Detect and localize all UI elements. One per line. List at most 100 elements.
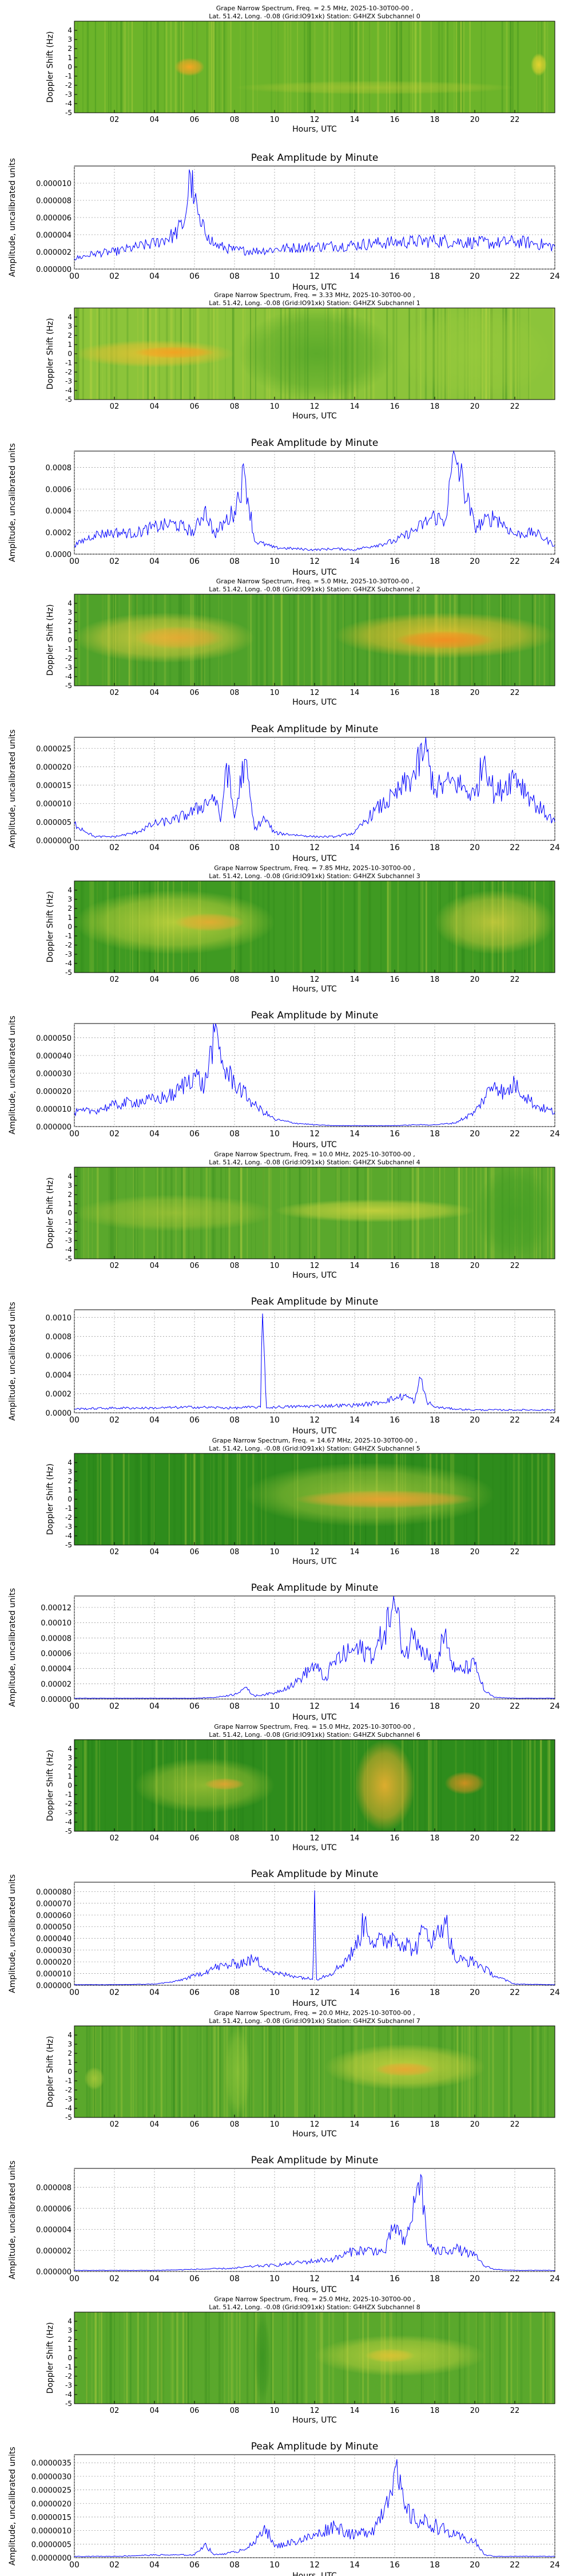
noise-stripe xyxy=(184,1453,186,1545)
noise-stripe xyxy=(334,594,336,686)
spectrogram-panel-0: Grape Narrow Spectrum, Freq. = 2.5 MHz, … xyxy=(46,5,555,134)
spectrogram-title: Grape Narrow Spectrum, Freq. = 25.0 MHz,… xyxy=(214,2296,415,2303)
noise-stripe xyxy=(283,2026,285,2117)
spectrogram-feature xyxy=(134,626,225,649)
y-tick-label: -2 xyxy=(65,654,72,662)
y-tick-label: 0.0000035 xyxy=(31,2459,72,2468)
noise-stripe xyxy=(480,21,482,113)
noise-stripe xyxy=(292,2312,295,2404)
noise-stripe xyxy=(308,21,311,113)
x-tick-label: 00 xyxy=(69,272,80,281)
y-tick-label: 4 xyxy=(67,1745,72,1753)
noise-stripe xyxy=(509,1453,510,1545)
noise-stripe xyxy=(221,21,224,113)
y-tick-label: -3 xyxy=(65,950,72,958)
noise-stripe xyxy=(114,2312,116,2404)
noise-stripe xyxy=(148,2026,149,2117)
x-tick-label: 22 xyxy=(510,402,520,411)
amplitude-series-line xyxy=(74,1023,555,1127)
x-tick-label: 02 xyxy=(109,1702,120,1711)
y-tick-label: 4 xyxy=(67,26,72,34)
noise-stripe xyxy=(94,1453,96,1545)
noise-stripe xyxy=(386,21,388,113)
y-tick-label: 4 xyxy=(67,886,72,894)
x-tick-label: 18 xyxy=(430,1262,440,1270)
noise-stripe xyxy=(541,1453,543,1545)
noise-stripe xyxy=(211,2026,213,2117)
noise-stripe xyxy=(277,2026,279,2117)
y-axis-label: Doppler Shift (Hz) xyxy=(46,318,55,390)
x-tick-label: 20 xyxy=(470,975,480,984)
x-tick-label: 10 xyxy=(270,975,280,984)
x-tick-label: 24 xyxy=(550,843,560,852)
x-tick-label: 10 xyxy=(270,2407,280,2415)
noise-stripe xyxy=(353,21,355,113)
noise-stripe xyxy=(185,2312,188,2404)
x-axis-label: Hours, UTC xyxy=(292,1843,337,1852)
noise-stripe xyxy=(104,21,106,113)
noise-stripe xyxy=(539,1740,542,1831)
x-tick-label: 04 xyxy=(149,2561,160,2570)
noise-stripe xyxy=(283,2026,284,2117)
y-axis-label: Amplitude, uncalibrated units xyxy=(8,1874,17,1993)
y-tick-label: 2 xyxy=(67,904,72,912)
noise-stripe xyxy=(440,1740,442,1831)
spectrogram-title: Grape Narrow Spectrum, Freq. = 3.33 MHz,… xyxy=(214,291,415,299)
x-tick-label: 18 xyxy=(430,1416,440,1425)
noise-stripe xyxy=(135,1453,138,1545)
noise-stripe xyxy=(353,1740,355,1831)
noise-stripe xyxy=(160,2312,161,2404)
noise-stripe xyxy=(484,21,486,113)
x-tick-label: 18 xyxy=(430,1988,440,1997)
noise-stripe xyxy=(292,881,294,973)
chart-title: Peak Amplitude by Minute xyxy=(251,437,379,449)
x-tick-label: 08 xyxy=(230,975,240,984)
x-tick-label: 12 xyxy=(310,2120,320,2129)
spectrogram-feature xyxy=(84,2067,105,2090)
noise-stripe xyxy=(109,2026,111,2117)
noise-stripe xyxy=(84,1740,86,1831)
y-tick-label: -2 xyxy=(65,368,72,376)
spectrogram-panel-4: Grape Narrow Spectrum, Freq. = 10.0 MHz,… xyxy=(46,1151,555,1280)
noise-stripe xyxy=(106,2312,108,2404)
y-tick-label: -2 xyxy=(65,2372,72,2380)
y-tick-label: 0.000004 xyxy=(36,231,72,240)
x-tick-label: 06 xyxy=(189,557,200,566)
noise-stripe xyxy=(257,21,258,113)
noise-stripe xyxy=(119,2312,121,2404)
x-tick-label: 02 xyxy=(109,843,120,852)
noise-stripe xyxy=(301,2312,303,2404)
noise-stripe xyxy=(289,21,292,113)
noise-stripe xyxy=(206,2312,208,2404)
y-tick-label: 0 xyxy=(67,63,72,71)
noise-stripe xyxy=(145,2026,147,2117)
spectrogram-feature xyxy=(134,1758,275,1813)
noise-stripe xyxy=(340,881,341,973)
noise-stripe xyxy=(168,1453,170,1545)
x-tick-label: 08 xyxy=(229,557,240,566)
amplitude-series-line xyxy=(74,1313,555,1411)
y-tick-label: 0.000005 xyxy=(36,819,72,827)
y-tick-label: 3 xyxy=(67,322,72,330)
noise-stripe xyxy=(324,2026,325,2117)
noise-stripe xyxy=(208,21,210,113)
x-tick-label: 22 xyxy=(510,1129,520,1139)
noise-stripe xyxy=(181,2026,182,2117)
noise-stripe xyxy=(491,1740,494,1831)
y-tick-label: 2 xyxy=(67,331,72,339)
noise-stripe xyxy=(331,1740,333,1831)
noise-stripe xyxy=(100,1453,102,1545)
noise-stripe xyxy=(492,2026,494,2117)
x-tick-label: 12 xyxy=(310,116,320,124)
x-tick-label: 06 xyxy=(190,2407,200,2415)
noise-stripe xyxy=(223,2026,226,2117)
noise-stripe xyxy=(549,1740,551,1831)
noise-stripe xyxy=(166,2026,168,2117)
noise-stripe xyxy=(268,2026,270,2117)
noise-stripe xyxy=(132,2026,134,2117)
x-tick-label: 04 xyxy=(150,1262,160,1270)
noise-stripe xyxy=(510,21,512,113)
spectrogram-feature xyxy=(295,1490,475,1508)
noise-stripe xyxy=(319,2026,320,2117)
noise-stripe xyxy=(525,1740,526,1831)
